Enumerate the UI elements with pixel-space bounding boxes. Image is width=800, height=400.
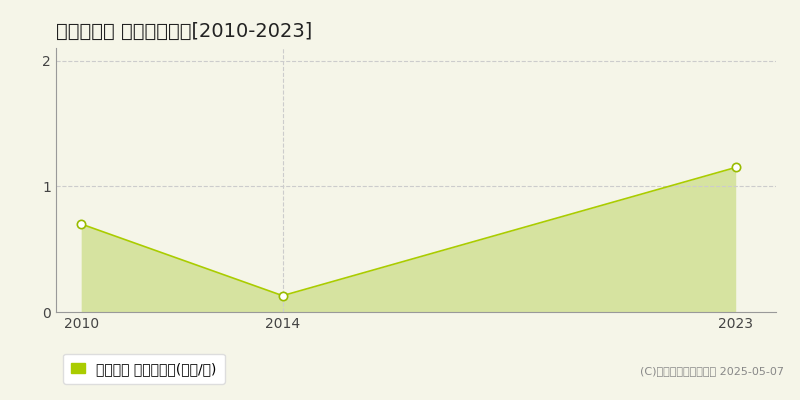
Point	[74, 221, 87, 227]
Point	[276, 292, 289, 299]
Text: 新見市足見 土地価格推移[2010-2023]: 新見市足見 土地価格推移[2010-2023]	[56, 22, 312, 41]
Legend: 土地価格 平均坪単価(万円/坪): 土地価格 平均坪単価(万円/坪)	[63, 354, 225, 384]
Text: (C)土地価格ドットコム 2025-05-07: (C)土地価格ドットコム 2025-05-07	[640, 366, 784, 376]
Point	[730, 164, 742, 171]
